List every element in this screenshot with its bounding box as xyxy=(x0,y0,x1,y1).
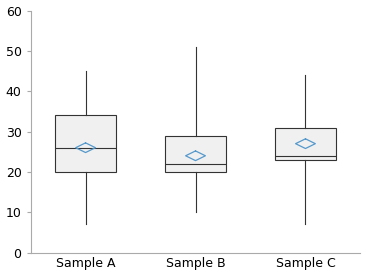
PathPatch shape xyxy=(55,115,116,172)
PathPatch shape xyxy=(165,136,226,172)
PathPatch shape xyxy=(275,128,336,160)
